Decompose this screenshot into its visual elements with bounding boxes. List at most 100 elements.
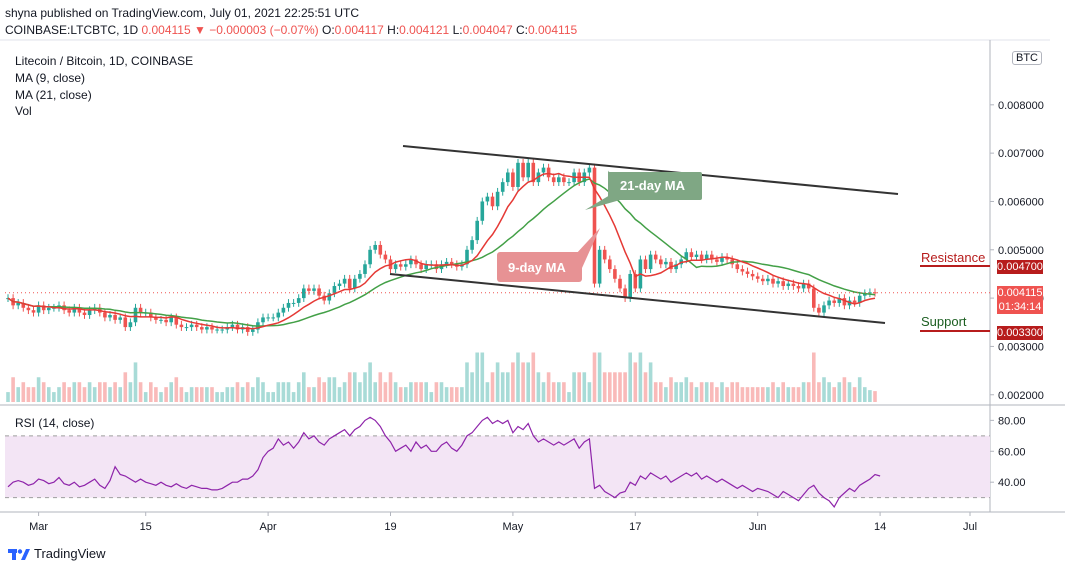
candle-body — [526, 162, 530, 178]
candle-body — [189, 324, 194, 328]
rsi-tick-label: 40.00 — [998, 477, 1026, 489]
candle-body — [562, 177, 566, 183]
candle-body — [470, 240, 474, 250]
candle-body — [791, 283, 796, 287]
volume-bar — [240, 387, 245, 402]
volume-bar — [771, 382, 775, 402]
volume-bar — [648, 362, 653, 402]
volume-bar — [546, 372, 551, 402]
time-tick-label: May — [503, 521, 524, 533]
candle-body — [327, 293, 332, 301]
volume-bar — [373, 382, 377, 402]
volume-bar — [643, 372, 648, 402]
volume-bar — [796, 387, 801, 402]
price-tick-label: 0.007000 — [998, 148, 1044, 160]
candle-body — [674, 264, 678, 270]
volume-bar — [398, 387, 403, 402]
volume-bar — [286, 382, 291, 402]
volume-bar — [174, 377, 179, 402]
volume-bar — [291, 392, 296, 402]
volume-bar — [230, 387, 235, 402]
volume-bar — [557, 382, 561, 402]
volume-bar — [72, 382, 77, 402]
candle-body — [200, 327, 204, 330]
volume-bar — [31, 387, 36, 402]
candle-body — [271, 317, 275, 319]
candle-body — [659, 259, 663, 265]
volume-bar — [516, 352, 520, 402]
candle-body — [47, 307, 51, 311]
volume-bar — [776, 387, 780, 402]
candle-body — [689, 252, 694, 258]
volume-bar — [342, 382, 347, 402]
candle-body — [358, 273, 362, 279]
volume-bar — [755, 387, 760, 402]
volume-bar — [281, 382, 286, 402]
candle-body — [511, 172, 515, 187]
volume-bar — [628, 352, 632, 402]
volume-bar — [659, 382, 663, 402]
volume-bar — [184, 392, 189, 402]
volume-bar — [704, 382, 709, 402]
volume-bar — [674, 382, 678, 402]
candle-body — [296, 298, 301, 303]
candle-body — [771, 278, 775, 284]
ma21-callout-label: 21-day MA — [620, 178, 686, 193]
volume-bar — [128, 382, 133, 402]
volume-bar — [164, 387, 168, 402]
candle-body — [817, 307, 821, 313]
volume-bar — [353, 372, 357, 402]
price-tick-label: 0.002000 — [998, 390, 1044, 402]
candle-body — [108, 315, 112, 318]
candle-body — [154, 317, 158, 320]
candle-body — [342, 278, 347, 284]
candle-body — [735, 264, 740, 270]
candle-body — [842, 298, 847, 306]
candle-body — [424, 264, 428, 270]
volume-bar — [531, 352, 536, 402]
volume-bar — [679, 382, 683, 402]
volume-bar — [138, 382, 143, 402]
volume-bar — [602, 372, 607, 402]
candle-body — [699, 254, 704, 260]
volume-bar — [332, 377, 337, 402]
candle-body — [812, 288, 816, 308]
candle-body — [745, 271, 750, 274]
candle-body — [347, 278, 352, 289]
candle-body — [77, 307, 82, 313]
open-label: O: — [321, 23, 335, 37]
volume-bar — [567, 392, 571, 402]
tradingview-footer[interactable]: TradingView — [8, 546, 106, 561]
candle-body — [230, 324, 235, 328]
volume-bar — [220, 392, 224, 402]
volume-bar — [358, 382, 362, 402]
candle-body — [138, 307, 143, 313]
candle-body — [444, 261, 449, 265]
volume-bar — [378, 372, 383, 402]
close-value: 0.004115 — [528, 23, 578, 37]
volume-bar — [169, 382, 173, 402]
volume-bar — [653, 382, 658, 402]
high-label: H: — [387, 23, 400, 37]
candle-body — [832, 300, 836, 303]
candle-body — [133, 307, 138, 323]
volume-bar — [256, 377, 260, 402]
volume-bar — [194, 387, 199, 402]
volume-bar — [669, 377, 673, 402]
volume-bar — [730, 382, 734, 402]
volume-bar — [664, 387, 668, 402]
candle-body — [449, 261, 454, 265]
volume-bar — [766, 387, 770, 402]
volume-bar — [490, 372, 495, 402]
currency-badge[interactable]: BTC — [1012, 51, 1042, 65]
candle-body — [669, 261, 673, 270]
volume-bar — [715, 387, 719, 402]
volume-bar — [597, 352, 602, 402]
candle-body — [490, 196, 495, 207]
candle-body — [363, 264, 367, 274]
candle-body — [307, 288, 311, 291]
candle-body — [179, 324, 184, 328]
volume-bar — [852, 387, 857, 402]
candle-body — [857, 295, 862, 303]
